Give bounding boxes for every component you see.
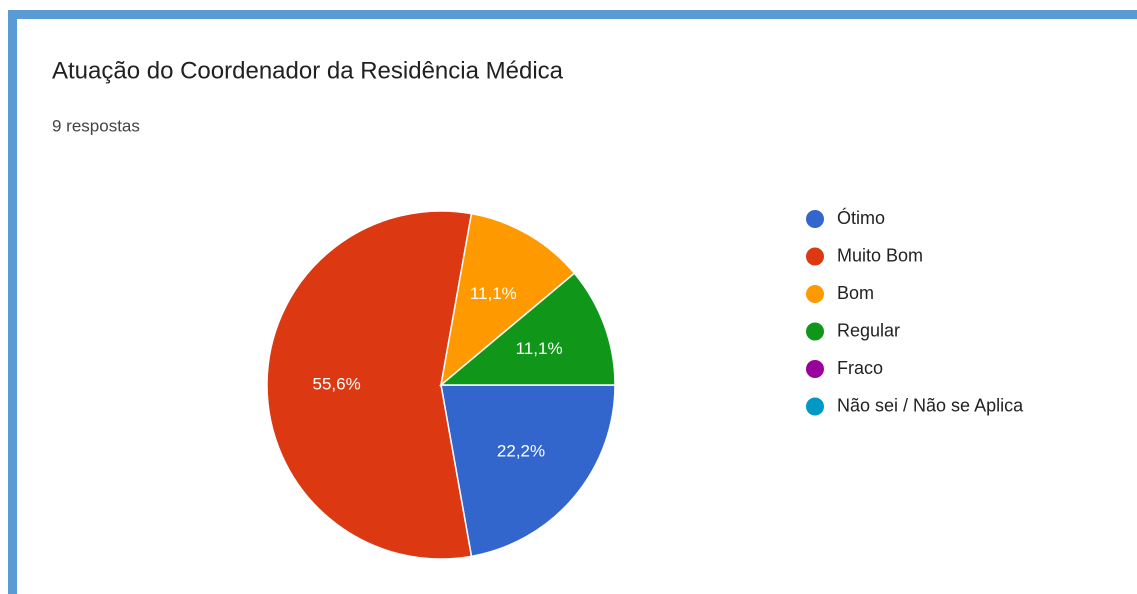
chart-title: Atuação do Coordenador da Residência Méd… [52,57,564,84]
pie-slice [266,210,473,560]
legend-label: Muito Bom [837,245,923,265]
subtitle: 9 respostas [52,116,140,135]
legend-swatch [806,360,824,378]
frame-top [8,10,1137,19]
frame-left [8,10,17,594]
legend-swatch [806,285,824,303]
legend-label: Fraco [837,358,883,378]
pie-slice [438,272,616,386]
pie-slice [440,384,616,558]
data-label: 11,1% [470,284,517,303]
legend-swatch [806,210,824,228]
legend-label: Ótimo [837,207,885,228]
legend-label: Regular [837,320,900,340]
pie-slice [439,212,576,387]
data-label: 11,1% [516,339,563,358]
legend-label: Bom [837,283,874,303]
legend-swatch [806,247,824,266]
legend-label: Não sei / Não se Aplica [837,395,1024,415]
legend-swatch [806,322,824,341]
legend-swatch [806,397,824,416]
data-label: 55,6% [312,374,360,393]
data-label: 22,2% [497,442,545,461]
